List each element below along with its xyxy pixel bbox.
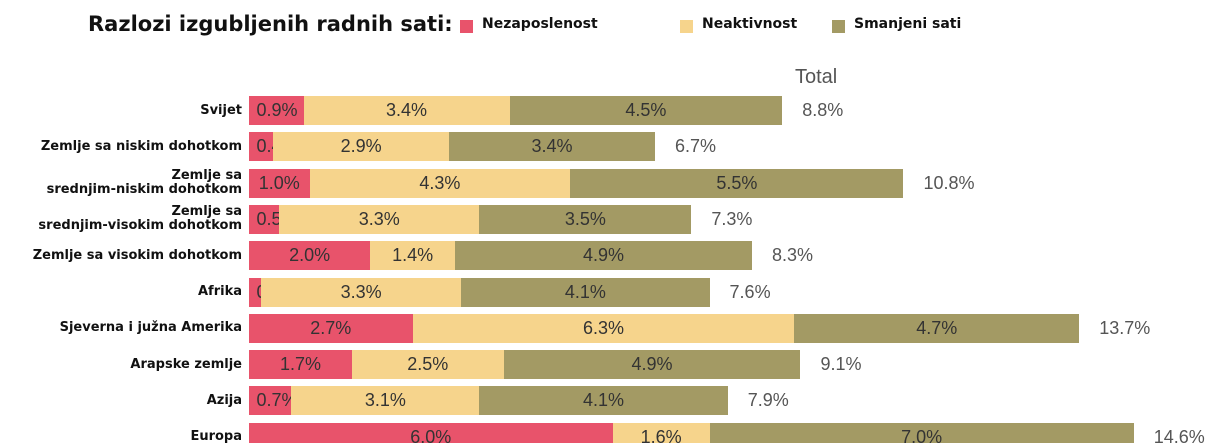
bar-segment bbox=[509, 96, 783, 125]
data-label: 3.3% bbox=[358, 208, 400, 229]
category-label: Europa bbox=[190, 429, 242, 443]
data-label: 3.5% bbox=[564, 208, 606, 229]
total-label: 7.9% bbox=[747, 390, 789, 411]
category-label: Zemlje sa visokim dohotkom bbox=[32, 247, 242, 263]
category-label: Zemlje sa srednjim-visokim dohotkom bbox=[38, 204, 242, 234]
bar-segment bbox=[273, 132, 449, 162]
data-label: 1.0% bbox=[258, 172, 300, 193]
bar-segment bbox=[279, 204, 480, 234]
total-label: 8.3% bbox=[771, 245, 813, 266]
bar-segment bbox=[503, 350, 801, 380]
bar-segment bbox=[249, 132, 274, 162]
total-label: 6.7% bbox=[675, 136, 717, 157]
data-label: 1.4% bbox=[392, 245, 434, 266]
bar-segment bbox=[291, 386, 480, 416]
data-label: 4.1% bbox=[582, 390, 625, 411]
data-label: 3.1% bbox=[364, 390, 406, 411]
bar-segment bbox=[261, 277, 462, 307]
data-label: 4.9% bbox=[582, 245, 625, 266]
bar-segment bbox=[370, 241, 456, 271]
bar-segment bbox=[461, 277, 710, 307]
bar-segment bbox=[249, 204, 280, 234]
category-label: Azija bbox=[206, 392, 242, 408]
legend-swatch bbox=[460, 20, 473, 33]
data-label: 6.0% bbox=[410, 426, 452, 443]
category-label: Zemlje sa niskim dohotkom bbox=[40, 138, 242, 154]
data-label: 2.5% bbox=[407, 354, 449, 375]
data-label: 3.4% bbox=[386, 100, 428, 120]
data-label: 6.3% bbox=[582, 317, 625, 338]
bar-segment bbox=[352, 350, 504, 380]
bar-segment bbox=[249, 277, 262, 307]
bar-segment bbox=[249, 350, 353, 380]
bar-segment bbox=[570, 168, 904, 198]
bar-segment bbox=[249, 386, 292, 416]
data-label: 2.9% bbox=[340, 136, 382, 157]
data-label: 2.7% bbox=[310, 317, 352, 338]
data-label: 2.0% bbox=[289, 245, 331, 266]
data-label: 4.1% bbox=[564, 281, 606, 302]
category-label: Svijet bbox=[200, 102, 242, 118]
legend-label: Smanjeni sati bbox=[854, 16, 962, 32]
category-label: Arapske zemlje bbox=[130, 356, 242, 372]
bar-segment bbox=[249, 422, 613, 443]
bar-segment bbox=[479, 386, 728, 416]
category-label: Sjeverna i južna Amerika bbox=[59, 320, 242, 336]
bar-segment bbox=[249, 96, 304, 125]
bar-segment bbox=[249, 168, 310, 198]
data-label: 0.9% bbox=[256, 100, 298, 120]
category-label: Zemlje sa srednjim-niskim dohotkom bbox=[46, 168, 242, 198]
bar-segment bbox=[303, 96, 510, 125]
total-header: Total bbox=[795, 66, 838, 88]
data-label: 1.6% bbox=[640, 426, 682, 443]
data-label: 4.9% bbox=[631, 354, 673, 375]
bar-segment bbox=[249, 241, 371, 271]
bar-segment bbox=[794, 313, 1080, 343]
data-label: 4.5% bbox=[625, 100, 667, 120]
bar-segment bbox=[612, 422, 710, 443]
total-label: 13.7% bbox=[1099, 317, 1151, 338]
legend-swatch bbox=[832, 20, 845, 33]
bar-segment bbox=[249, 313, 413, 343]
bar-segment bbox=[479, 204, 692, 234]
data-label: 4.3% bbox=[419, 172, 461, 193]
data-label: 4.7% bbox=[916, 317, 958, 338]
bar-segment bbox=[412, 313, 795, 343]
total-label: 8.8% bbox=[802, 100, 844, 120]
data-label: 3.4% bbox=[531, 136, 573, 157]
total-label: 7.6% bbox=[729, 281, 771, 302]
total-label: 9.1% bbox=[820, 354, 862, 375]
legend-label: Neaktivnost bbox=[702, 16, 798, 32]
bar-segment bbox=[448, 132, 655, 162]
bar-segment bbox=[309, 168, 571, 198]
total-label: 7.3% bbox=[711, 208, 753, 229]
data-label: 0.7% bbox=[256, 390, 298, 411]
bar-segment bbox=[709, 422, 1134, 443]
chart-title: Razlozi izgubljenih radnih sati: bbox=[88, 12, 453, 36]
data-label: 7.0% bbox=[901, 426, 943, 443]
total-label: 10.8% bbox=[923, 172, 975, 193]
data-label: 5.5% bbox=[716, 172, 758, 193]
legend-label: Nezaposlenost bbox=[482, 16, 598, 32]
data-label: 1.7% bbox=[279, 354, 322, 375]
total-label: 14.6% bbox=[1153, 426, 1205, 443]
legend-swatch bbox=[680, 20, 693, 33]
data-label: 3.3% bbox=[340, 281, 382, 302]
category-label: Afrika bbox=[197, 284, 242, 299]
bar-segment bbox=[455, 241, 752, 271]
